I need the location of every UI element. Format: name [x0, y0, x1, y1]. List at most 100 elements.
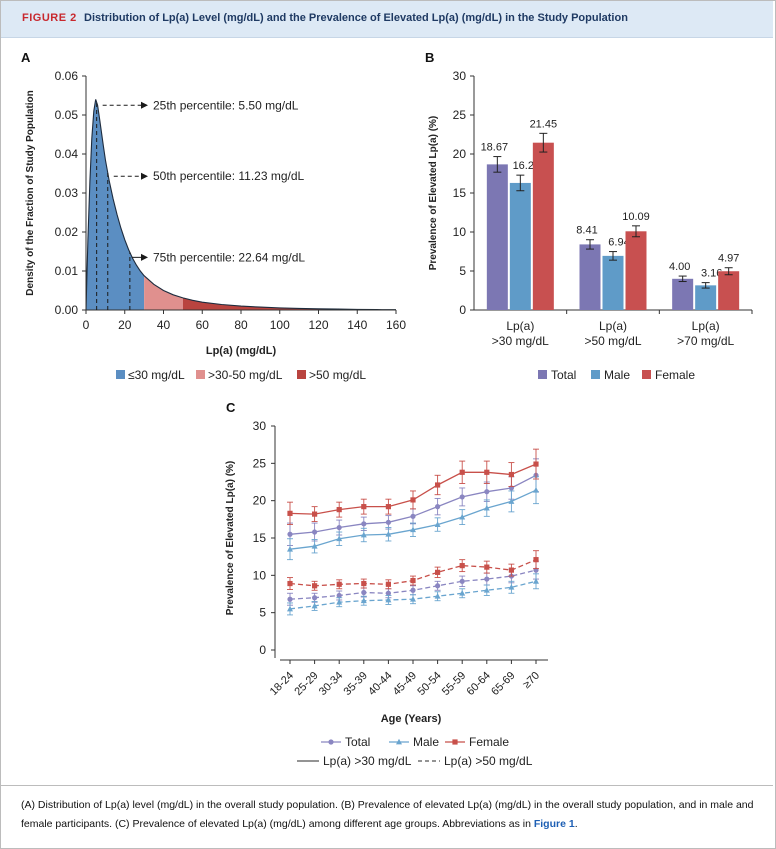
panel-a-letter: A: [21, 50, 31, 65]
data-point: [385, 596, 392, 603]
x-tick-label: 40: [157, 318, 171, 332]
legend-label-male: Male: [413, 735, 439, 749]
bar-male: [509, 182, 531, 310]
bar-male: [695, 285, 717, 310]
figure-caption: (A) Distribution of Lp(a) level (mg/dL) …: [21, 796, 756, 834]
legend-swatch-1: [116, 370, 125, 379]
bar-value-label: 6.94: [608, 237, 629, 249]
legend-linestyle-label-1: Lp(a) >30 mg/dL: [323, 754, 412, 768]
data-point: [361, 521, 367, 527]
data-point: [410, 497, 416, 503]
data-point: [533, 557, 539, 563]
bar-value-label: 18.67: [481, 142, 509, 154]
series-female-gt50: [287, 550, 539, 591]
y-tick-label: 30: [453, 69, 467, 83]
data-point: [483, 504, 490, 511]
data-point: [533, 578, 539, 584]
legend-label-3: >50 mg/dL: [309, 368, 366, 382]
percentile-arrowhead-3: [141, 253, 148, 261]
data-point: [385, 590, 391, 596]
legend-swatch-female: [642, 370, 651, 379]
percentile-arrowhead-1: [141, 101, 148, 109]
x-tick-label: 140: [347, 318, 367, 332]
data-point: [312, 583, 318, 589]
density-fill-range-3: [182, 297, 396, 310]
data-point: [312, 529, 318, 535]
panel-a-density-chart: 0.00 0.01 0.02 0.03 0.04 0.05 0.06 0 20 40 60 80 100…: [25, 69, 406, 382]
data-point: [435, 504, 441, 510]
data-point: [360, 531, 367, 538]
data-point: [361, 504, 367, 510]
data-point: [484, 564, 490, 570]
legend-label-2: >30-50 mg/dL: [208, 368, 283, 382]
y-tick-label: 0.05: [55, 108, 79, 122]
data-point: [435, 569, 441, 575]
data-point: [508, 584, 515, 590]
y-axis-title: Density of the Fraction of Study Populat…: [25, 90, 36, 296]
x-tick-label: 60: [196, 318, 210, 332]
figure-title: Distribution of Lp(a) Level (mg/dL) and …: [84, 12, 628, 24]
y-axis-title: Prevalence of Elevated Lp(a) (%): [225, 461, 236, 616]
x-tick-label: 18-24: [268, 670, 296, 698]
x-tick-label: 120: [308, 318, 328, 332]
bar-value-label: 10.09: [622, 211, 650, 223]
data-point: [508, 498, 515, 504]
category-label-line1: Lp(a): [599, 319, 627, 333]
percentile-label-2: 50th percentile: 11.23 mg/dL: [153, 169, 305, 183]
data-point: [287, 596, 293, 602]
x-tick-label: 45-49: [391, 670, 419, 698]
caption-text: (A) Distribution of Lp(a) level (mg/dL) …: [21, 799, 754, 830]
caption-end: .: [574, 818, 578, 830]
figure-header: FIGURE 2 Distribution of Lp(a) Level (mg…: [1, 1, 773, 38]
legend-label-female: Female: [655, 368, 695, 382]
x-tick-label: 65-69: [489, 670, 517, 698]
data-point: [410, 513, 416, 519]
data-point: [410, 526, 416, 533]
x-tick-label: 30-34: [317, 670, 345, 698]
x-axis-title: Age (Years): [381, 713, 442, 725]
bar-value-label: 4.97: [718, 253, 739, 265]
y-tick-label: 30: [253, 419, 267, 433]
legend-marker-male: [396, 738, 402, 745]
data-point: [410, 596, 416, 602]
density-fill-range-2: [144, 275, 183, 310]
data-point: [459, 513, 466, 520]
y-tick-label: 0.01: [55, 264, 79, 278]
x-tick-label: 80: [234, 318, 248, 332]
data-point: [483, 587, 490, 593]
data-point: [311, 602, 318, 609]
data-point: [312, 511, 318, 517]
x-tick-label: ≥70: [521, 670, 542, 691]
data-point: [410, 587, 416, 593]
panel-b-letter: B: [425, 50, 435, 65]
figure-1-link[interactable]: Figure 1: [533, 818, 575, 830]
legend-label-total: Total: [551, 368, 576, 382]
data-point: [533, 461, 539, 467]
y-tick-label: 15: [453, 186, 467, 200]
data-point: [434, 593, 441, 599]
bar-value-label: 3.16: [701, 268, 722, 280]
y-tick-label: 0.04: [55, 147, 79, 161]
legend-label-male: Male: [604, 368, 630, 382]
bar-female: [718, 271, 740, 310]
y-tick-label: 0.00: [55, 303, 79, 317]
legend-swatch-2: [196, 370, 205, 379]
data-point: [484, 576, 490, 582]
category-label-line1: Lp(a): [506, 319, 534, 333]
percentile-label-3: 75th percentile: 22.64 mg/dL: [153, 250, 305, 264]
y-axis-title: Prevalence of Elevated Lp(a) (%): [428, 116, 439, 271]
data-point: [385, 581, 391, 587]
legend-marker-total: [328, 739, 334, 745]
data-point: [484, 469, 490, 475]
category-label-line1: Lp(a): [692, 319, 720, 333]
y-tick-label: 15: [253, 531, 267, 545]
data-point: [287, 531, 293, 537]
series-male-gt30: [287, 476, 539, 561]
bar-value-label: 4.00: [669, 261, 690, 273]
data-point: [410, 577, 416, 584]
panel-c-letter: C: [226, 400, 236, 415]
category-label-line2: >70 mg/dL: [677, 334, 734, 348]
data-point: [287, 580, 293, 587]
data-point: [287, 605, 293, 612]
